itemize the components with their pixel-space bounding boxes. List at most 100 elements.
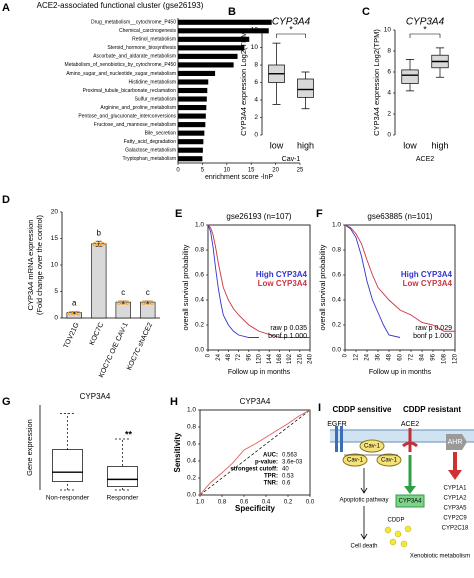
stat-label: raw p 0.029 — [415, 325, 452, 332]
category-label: Tryptophan_metabolism — [123, 156, 176, 162]
x-tick-label: 96 — [246, 353, 252, 360]
label: Cell death — [350, 544, 377, 550]
label: CDDP — [387, 518, 404, 524]
box — [297, 78, 314, 98]
y-tick-label: 0.0 — [187, 492, 196, 499]
stat-label: p-value: — [255, 460, 278, 466]
x-axis-label: Specificity — [235, 504, 276, 513]
x-tick-label: 0 — [176, 168, 180, 174]
y-tick-label: 0 — [254, 132, 258, 139]
y-tick-label: 0.4 — [195, 297, 204, 304]
bar — [178, 79, 209, 85]
arrow — [360, 506, 368, 540]
y-tick-label: 0.6 — [195, 272, 204, 279]
stat-label: TNR: — [264, 481, 278, 487]
x-tick-label: 25 — [297, 168, 304, 174]
ahr-shape — [446, 434, 467, 450]
label: Cav-1 — [381, 458, 398, 464]
arrow — [404, 486, 416, 494]
cddp-dots — [384, 525, 412, 548]
legend-label: High CYP3A4 — [256, 270, 308, 279]
category-label: Metabolism_of_xenobiotics_by_cytochrome_… — [65, 62, 177, 68]
bar — [178, 70, 216, 76]
stat-label: bonf p 1.000 — [413, 333, 452, 340]
x-tick-label: 96 — [431, 353, 437, 360]
annotation: c — [146, 288, 150, 297]
y-axis-label: (Fold change over the control) — [35, 214, 44, 315]
y-axis-label: CYP3A4 expression Log2(TPM) — [239, 29, 248, 136]
category-label: Arginine_and_proline_metabolism — [100, 105, 176, 111]
receptor — [340, 426, 343, 452]
panel-label: H — [170, 396, 178, 408]
x-tick-label: 48 — [226, 353, 232, 360]
plot-frame — [199, 409, 311, 496]
category-label: KOC7C O/E CAV-1 — [98, 322, 130, 379]
panel-label: E — [175, 208, 182, 220]
target-label: CYP2C9 — [443, 516, 467, 522]
x-tick-label: 120 — [257, 353, 263, 364]
x-axis-label: enrichment score -lnP — [205, 174, 273, 181]
stat-label: bonf p 1.000 — [268, 333, 307, 340]
bar — [178, 45, 245, 51]
y-tick-label: 4 — [387, 90, 391, 97]
category-label: Histidine_metabolism — [128, 79, 176, 85]
category-label: Fatty_acid_degradation — [124, 139, 176, 145]
annotation: * — [423, 24, 427, 34]
y-tick-label: 0 — [54, 315, 58, 322]
label: EGFR — [327, 421, 346, 428]
category-label: Proximal_tubule_bicarbonate_reclamation — [83, 88, 177, 94]
y-tick-label: 10 — [51, 262, 59, 269]
label: CDDP resistant — [403, 405, 461, 414]
y-tick-label: 2 — [254, 114, 258, 121]
membrane — [330, 430, 474, 442]
y-tick-label: 0.6 — [187, 441, 196, 448]
panel-label: B — [228, 6, 236, 18]
panel-label: D — [2, 194, 10, 206]
x-axis-label: Cav-1 — [282, 156, 301, 163]
cav — [359, 439, 385, 453]
category-label: low — [270, 140, 284, 150]
stat-label: AUC: — [263, 453, 278, 459]
category-label: Steroid_hormone_biosynthesis — [107, 45, 176, 51]
point — [100, 242, 106, 247]
y-tick-label: 1.0 — [332, 222, 341, 229]
category-label: KOC7C shACE2 — [126, 322, 154, 372]
bracket — [409, 33, 441, 38]
panel-label: G — [2, 396, 11, 408]
x-tick-label: 216 — [297, 353, 303, 364]
chart-title: CYP3A4 — [272, 17, 311, 28]
y-tick-label: 10 — [251, 44, 259, 51]
point — [124, 300, 130, 305]
diagonal — [199, 409, 311, 496]
cyp-box — [395, 494, 425, 508]
y-tick-label: 0.4 — [187, 458, 196, 465]
stat-value: 40 — [282, 467, 289, 473]
y-axis-label: Sensitivity — [173, 432, 182, 473]
x-tick-label: 0.4 — [262, 500, 271, 506]
x-tick-label: 48 — [387, 353, 393, 360]
x-tick-label: 20 — [272, 168, 279, 174]
y-tick-label: 0.8 — [195, 247, 204, 254]
y-tick-label: 0.0 — [195, 347, 204, 354]
roc-curve — [199, 409, 311, 496]
y-tick-label: 0.8 — [332, 247, 341, 254]
x-tick-label: 168 — [277, 353, 283, 364]
category-label: Sulfur_metabolism — [135, 96, 176, 102]
category-label: TOV21G — [63, 322, 81, 350]
receptor — [402, 428, 418, 452]
category-label: Non-responder — [46, 495, 90, 502]
y-axis-label: overall survival probability — [181, 244, 190, 330]
y-tick-label: 8 — [254, 62, 258, 69]
x-tick-label: 36 — [376, 353, 382, 360]
box — [401, 69, 419, 84]
y-tick-label: 8 — [387, 48, 391, 55]
stat-label: raw p 0.035 — [270, 325, 307, 332]
x-tick-label: 84 — [420, 353, 426, 360]
category-label: Amino_sugar_and_nucleotide_sugar_metabol… — [66, 71, 176, 77]
point — [149, 300, 155, 305]
arrow — [448, 470, 462, 480]
label: Cav-1 — [347, 458, 364, 464]
stat-value: 0.53 — [282, 474, 294, 480]
stat-value: 0.6 — [282, 481, 291, 487]
label: Cav-1 — [364, 444, 381, 450]
